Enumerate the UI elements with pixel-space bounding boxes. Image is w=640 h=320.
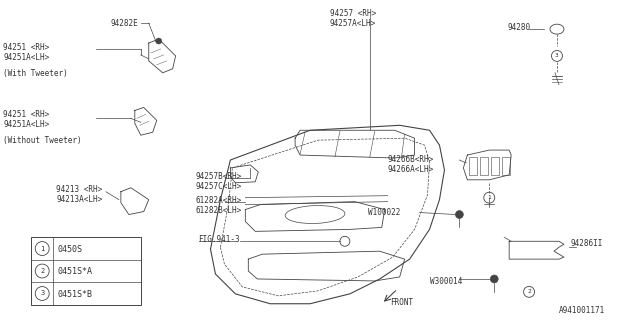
Circle shape <box>490 275 498 283</box>
Text: 94257B<RH>: 94257B<RH> <box>196 172 242 181</box>
Text: FIG.941-3: FIG.941-3 <box>198 235 240 244</box>
Circle shape <box>456 211 463 219</box>
Text: (Without Tweeter): (Without Tweeter) <box>3 136 82 145</box>
Text: A941001171: A941001171 <box>559 306 605 315</box>
Text: W300014: W300014 <box>429 277 462 286</box>
Text: 1: 1 <box>488 195 491 200</box>
Text: 94257C<LH>: 94257C<LH> <box>196 182 242 191</box>
Text: 94251A<LH>: 94251A<LH> <box>3 120 50 129</box>
Bar <box>502 157 510 175</box>
Text: 94251 <RH>: 94251 <RH> <box>3 110 50 119</box>
Text: 94251 <RH>: 94251 <RH> <box>3 43 50 52</box>
Bar <box>492 157 499 175</box>
Text: 94213A<LH>: 94213A<LH> <box>56 195 102 204</box>
Text: 94213 <RH>: 94213 <RH> <box>56 185 102 194</box>
Text: FRONT: FRONT <box>390 298 413 307</box>
Text: 94251A<LH>: 94251A<LH> <box>3 53 50 62</box>
Text: 1: 1 <box>40 245 44 252</box>
Text: W100022: W100022 <box>368 208 400 217</box>
Text: 3: 3 <box>40 291 44 297</box>
Text: 0451S*B: 0451S*B <box>57 290 92 299</box>
Bar <box>31 237 141 305</box>
Bar <box>480 157 488 175</box>
Bar <box>469 157 477 175</box>
Text: 2: 2 <box>527 289 531 294</box>
Circle shape <box>156 38 162 44</box>
Text: 2: 2 <box>40 268 44 274</box>
Text: 94282E: 94282E <box>111 19 139 28</box>
Text: 3: 3 <box>555 53 559 59</box>
Text: 94286II: 94286II <box>571 239 604 248</box>
Text: 94257A<LH>: 94257A<LH> <box>330 19 376 28</box>
Text: (With Tweeter): (With Tweeter) <box>3 69 68 78</box>
Text: 0450S: 0450S <box>57 244 82 253</box>
Text: 0451S*A: 0451S*A <box>57 267 92 276</box>
Text: 94266A<LH>: 94266A<LH> <box>388 165 434 174</box>
Text: 94266B<RH>: 94266B<RH> <box>388 155 434 164</box>
Text: 94257 <RH>: 94257 <RH> <box>330 9 376 18</box>
Text: 94280: 94280 <box>507 23 531 32</box>
Text: 61282B<LH>: 61282B<LH> <box>196 206 242 215</box>
Text: 61282A<RH>: 61282A<RH> <box>196 196 242 205</box>
